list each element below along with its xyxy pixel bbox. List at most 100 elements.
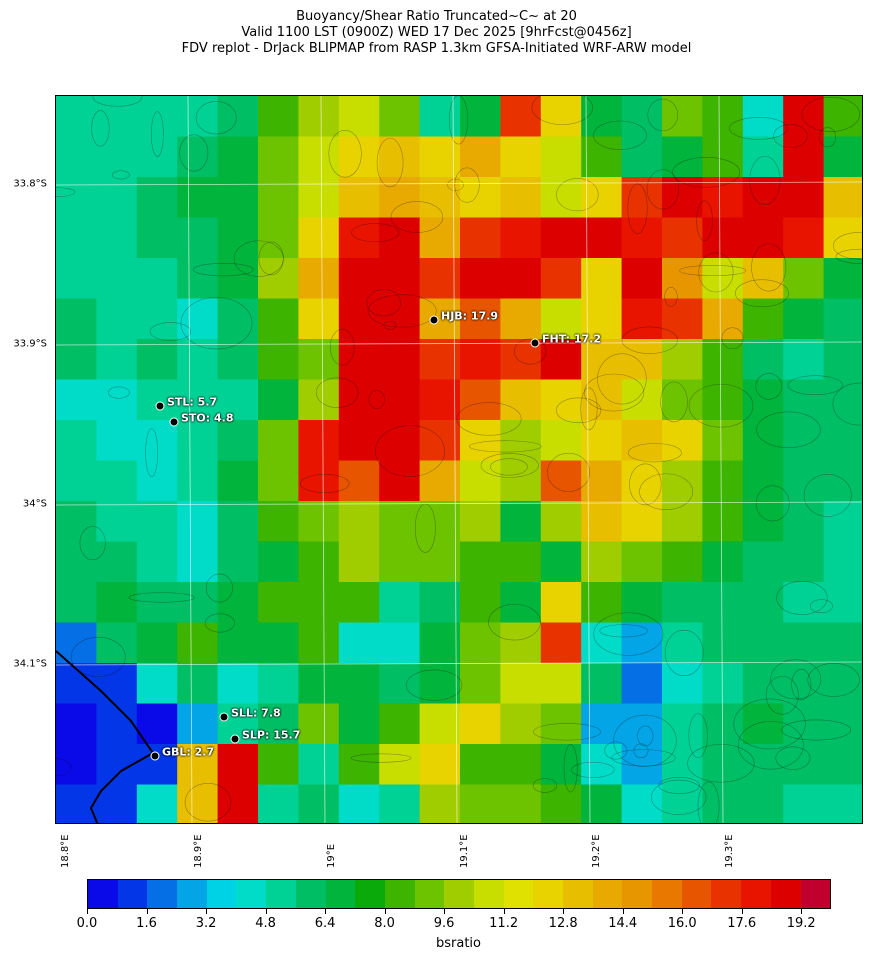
station-label-sto: STO: 4.8 [181,411,234,425]
heatmap-cell [581,298,623,340]
heatmap-cell [662,96,703,137]
heatmap-cell [258,501,299,542]
terrain-contour [350,753,412,763]
terrain-contour [79,525,106,561]
colorbar-swatch [741,880,771,908]
terrain-contour [367,294,437,328]
lon-gridline [187,96,193,823]
heatmap-cell [419,501,461,542]
terrain-contour [770,659,822,700]
terrain-contour [456,402,522,436]
heatmap-cell [581,784,623,823]
heatmap-cell [662,501,703,542]
terrain-contour [351,223,400,243]
terrain-contour [698,252,734,293]
station-marker[interactable] [429,315,439,325]
terrain-contour [604,741,628,760]
terrain-contour [593,612,664,656]
terrain-contour [531,96,593,125]
terrain-contour [672,156,741,188]
heatmap-cell [621,96,663,137]
heatmap-cell [783,501,825,542]
terrain-contour [664,629,704,677]
heatmap-cell [258,379,299,421]
heatmap-cell [258,460,299,502]
heatmap-cell [500,501,542,542]
heatmap-cell [338,501,380,542]
heatmap-cell [540,582,582,623]
terrain-contour [490,458,528,476]
heatmap-cell [338,379,380,421]
station-marker[interactable] [155,401,165,411]
heatmap-cell [581,258,623,299]
terrain-contour [737,720,804,770]
heatmap-cell [96,541,138,583]
heatmap-cell [338,744,380,785]
heatmap-cell [298,582,340,623]
heatmap-cell [702,136,744,178]
colorbar-swatch [355,880,385,908]
terrain-contour [390,201,444,233]
heatmap-cell [823,622,862,664]
station-label-gbl: GBL: 2.7 [162,745,215,759]
colorbar-tick [622,909,624,914]
heatmap-cell [56,744,97,785]
terrain-contour [807,663,860,697]
terrain-contour [329,328,355,366]
terrain-contour [195,101,237,135]
heatmap-cell [460,298,501,340]
terrain-contour [366,289,401,317]
terrain-contour [383,320,397,330]
colorbar-swatch [770,880,801,908]
heatmap-cell [56,96,97,137]
station-marker[interactable] [230,734,240,744]
heatmap-cell [136,339,178,380]
heatmap-cell [783,744,825,785]
heatmap-cell [500,622,542,664]
station-label-hjb: HJB: 17.9 [441,309,499,323]
heatmap-cell [298,420,340,461]
heatmap-cell [177,744,219,785]
heatmap-cell [500,379,542,421]
station-marker[interactable] [530,338,540,348]
heatmap-cell [500,703,542,745]
heatmap-cell [379,784,421,823]
heatmap-cell [56,136,97,178]
heatmap-cell [742,582,784,623]
lon-gridline [718,96,724,823]
colorbar-tick-label: 12.8 [548,916,578,931]
heatmap-cell [581,177,623,218]
colorbar-tick [563,909,565,914]
heatmap-cell [540,217,582,259]
terrain-contour [571,761,615,778]
heatmap-cell [298,177,340,218]
colorbar-tick [444,909,446,914]
terrain-contour [775,746,811,770]
heatmap-cell [136,136,178,178]
terrain-contour [145,428,159,478]
colorbar-tick-label: 6.4 [314,916,336,931]
heatmap-cell [540,298,582,340]
station-marker[interactable] [219,712,229,722]
heatmap-cell [56,460,97,502]
heatmap-cell [298,136,340,178]
station-marker[interactable] [150,751,160,761]
heatmap-cell [56,177,97,218]
heatmap-cell [298,96,340,137]
colorbar-tick-label: 8.0 [374,916,395,931]
heatmap-cell [258,541,299,583]
heatmap-cell [136,177,178,218]
heatmap-cell [742,258,784,299]
heatmap-cell [783,663,825,704]
terrain-contour [597,353,647,405]
heatmap-cell [702,258,744,299]
heatmap-cell [621,541,663,583]
heatmap-cell [702,663,744,704]
heatmap-cell [742,460,784,502]
heatmap-cell [298,663,340,704]
station-marker[interactable] [169,417,179,427]
lon-label: 19°E [326,843,337,868]
terrain-contour [733,698,806,750]
terrain-contour [376,137,404,188]
heatmap-cell [621,663,663,704]
